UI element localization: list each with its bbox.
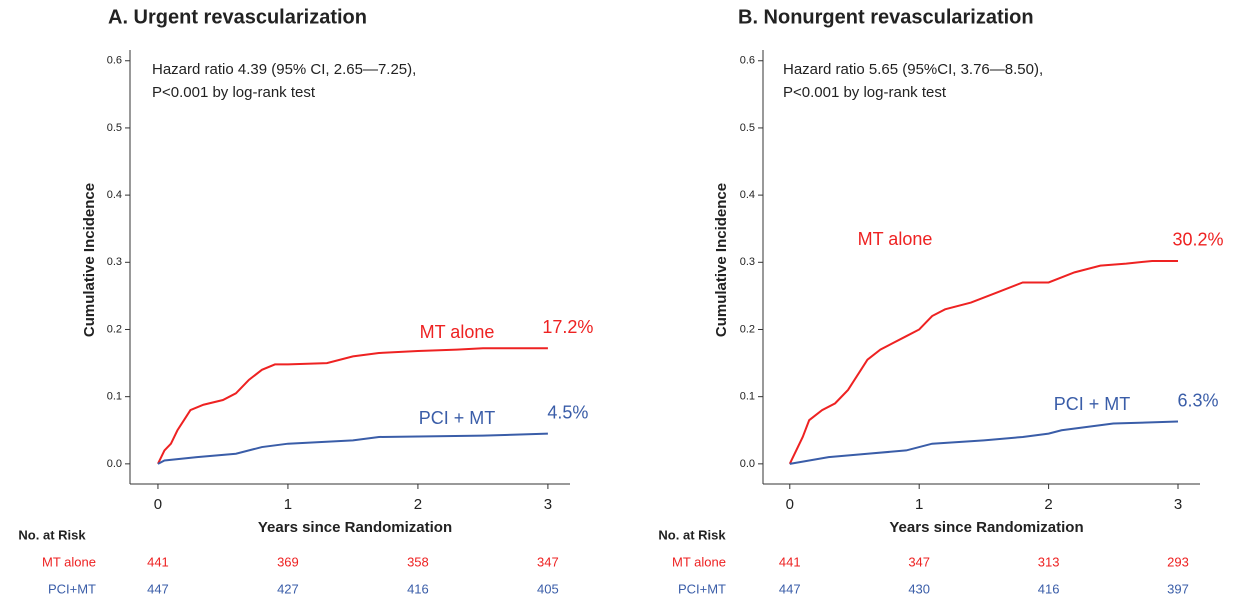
risk-value: 369 (277, 554, 299, 569)
y-tick-label: 0.6 (740, 55, 755, 67)
annotation: Hazard ratio 5.65 (95%CI, 3.76—8.50), (783, 61, 1043, 78)
end-label: 6.3% (1177, 390, 1218, 410)
x-tick-label: 0 (786, 496, 794, 513)
risk-value: 347 (908, 554, 930, 569)
survival-curve (157, 347, 548, 465)
risk-header: No. at Risk (18, 527, 86, 542)
risk-value: 441 (779, 554, 801, 569)
risk-value: 430 (908, 581, 930, 596)
curve-label: PCI + MT (1054, 394, 1131, 414)
y-tick-label: 0.2 (740, 323, 755, 335)
risk-row-label: MT alone (672, 554, 726, 569)
y-axis-label: Cumulative Incidence (81, 183, 98, 337)
risk-row-label: PCI+MT (48, 581, 96, 596)
x-tick-label: 2 (1044, 496, 1052, 513)
x-tick-label: 2 (414, 496, 422, 513)
y-tick-label: 0.0 (740, 458, 755, 470)
x-tick-label: 3 (544, 496, 552, 513)
x-tick-label: 3 (1174, 496, 1182, 513)
x-axis-label: Years since Randomization (258, 519, 452, 536)
risk-row-label: PCI+MT (678, 581, 726, 596)
risk-value: 293 (1167, 554, 1189, 569)
risk-value: 397 (1167, 581, 1189, 596)
x-tick-label: 0 (154, 496, 162, 513)
y-tick-label: 0.3 (107, 256, 122, 268)
risk-value: 358 (407, 554, 429, 569)
y-tick-label: 0.5 (107, 122, 122, 134)
x-tick-label: 1 (915, 496, 923, 513)
y-tick-label: 0.3 (740, 256, 755, 268)
y-axis-label: Cumulative Incidence (713, 183, 730, 337)
curve-label: PCI + MT (419, 408, 496, 428)
annotation: Hazard ratio 4.39 (95% CI, 2.65—7.25), (152, 61, 416, 78)
risk-value: 313 (1038, 554, 1060, 569)
end-label: 30.2% (1172, 230, 1223, 250)
y-tick-label: 0.6 (107, 55, 122, 67)
y-tick-label: 0.4 (740, 189, 755, 201)
annotation: P<0.001 by log-rank test (152, 84, 316, 101)
x-tick-label: 1 (284, 496, 292, 513)
curve-label: MT alone (420, 322, 495, 342)
risk-value: 441 (147, 554, 169, 569)
risk-value: 427 (277, 581, 299, 596)
y-tick-label: 0.0 (107, 458, 122, 470)
risk-row-label: MT alone (42, 554, 96, 569)
risk-header: No. at Risk (658, 527, 726, 542)
survival-curve (157, 432, 548, 465)
annotation: P<0.001 by log-rank test (783, 84, 947, 101)
y-tick-label: 0.5 (740, 122, 755, 134)
risk-value: 416 (407, 581, 429, 596)
risk-value: 447 (147, 581, 169, 596)
y-tick-label: 0.1 (107, 391, 122, 403)
end-label: 4.5% (547, 402, 588, 422)
chart-title: B. Nonurgent revascularization (738, 6, 1034, 28)
survival-curve (789, 420, 1179, 465)
chart-title: A. Urgent revascularization (108, 6, 367, 28)
curve-label: MT alone (858, 229, 933, 249)
end-label: 17.2% (542, 317, 593, 337)
risk-value: 347 (537, 554, 559, 569)
x-axis-label: Years since Randomization (889, 519, 1083, 536)
survival-curve (788, 259, 1179, 465)
risk-value: 416 (1038, 581, 1060, 596)
risk-value: 447 (779, 581, 801, 596)
risk-value: 405 (537, 581, 559, 596)
y-tick-label: 0.2 (107, 323, 122, 335)
y-tick-label: 0.4 (107, 189, 122, 201)
y-tick-label: 0.1 (740, 391, 755, 403)
